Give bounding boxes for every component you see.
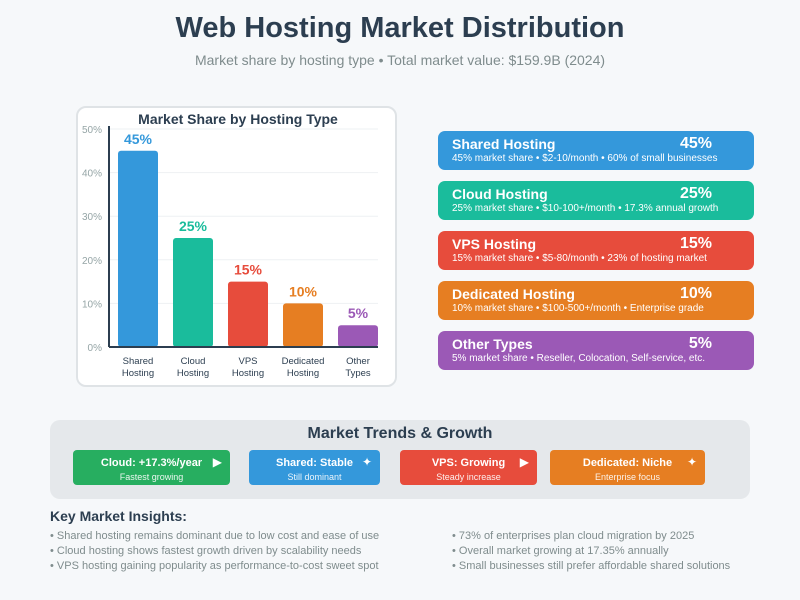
data-label: 5% — [348, 305, 369, 321]
y-tick-label: 30% — [82, 212, 102, 223]
bar — [283, 303, 323, 347]
trend-label: Cloud: +17.3%/year — [100, 457, 203, 469]
insight-item: • 73% of enterprises plan cloud migratio… — [452, 530, 695, 542]
y-tick-label: 50% — [82, 125, 102, 136]
x-tick-label: Hosting — [177, 368, 209, 379]
data-label: 15% — [234, 262, 263, 278]
trend-badge: Dedicated: Niche Enterprise focus ✦ — [550, 450, 705, 485]
insight-item: • Cloud hosting shows fastest growth dri… — [50, 545, 362, 557]
y-tick-label: 20% — [82, 256, 102, 267]
card-description: 45% market share • $2-10/month • 60% of … — [452, 153, 718, 164]
x-tick-label: Hosting — [122, 368, 154, 379]
play-icon: ▶ — [519, 455, 529, 469]
insights-right: • 73% of enterprises plan cloud migratio… — [452, 529, 730, 574]
insight-item: • VPS hosting gaining popularity as perf… — [50, 560, 379, 572]
card-description: 15% market share • $5-80/month • 23% of … — [452, 253, 707, 264]
x-tick-label: Hosting — [232, 368, 264, 379]
card-name: VPS Hosting — [452, 236, 537, 252]
card-percent: 10% — [679, 285, 712, 302]
card-percent: 5% — [688, 335, 712, 352]
hosting-card: Cloud Hosting 25% 25% market share • $10-1… — [438, 181, 754, 220]
trend-sub: Fastest growing — [119, 472, 184, 482]
trend-badge: VPS: Growing Steady increase ▶ — [400, 450, 537, 485]
trend-sub: Steady increase — [436, 472, 501, 482]
x-tick-label: Shared — [123, 356, 154, 367]
x-tick-label: Types — [345, 368, 371, 379]
x-tick-label: Other — [346, 356, 370, 367]
trend-sub: Still dominant — [287, 472, 342, 482]
data-label: 10% — [289, 283, 318, 299]
insight-item: • Shared hosting remains dominant due to… — [50, 530, 380, 542]
chart-svg: Market Share by Hosting Type 0% 10% 20% 30% 4… — [82, 111, 378, 379]
x-tick-label: Dedicated — [282, 356, 325, 367]
hosting-card: Other Types 5% 5% market share • Reseller,… — [438, 331, 754, 370]
card-name: Shared Hosting — [452, 136, 556, 152]
card-description: 10% market share • $100-500+/month • Ent… — [452, 303, 704, 314]
insights-title: Key Market Insights: — [50, 508, 187, 524]
insight-item: • Overall market growing at 17.35% annua… — [452, 545, 669, 557]
hosting-card: Dedicated Hosting 10% 10% market share • $… — [438, 281, 754, 320]
hosting-card: VPS Hosting 15% 15% market share • $5-80/m… — [438, 231, 754, 270]
bar — [173, 238, 213, 347]
y-tick-label: 10% — [82, 299, 102, 310]
play-icon: ▶ — [212, 455, 222, 469]
sparkle-icon: ✦ — [361, 455, 372, 469]
chart-title: Market Share by Hosting Type — [138, 111, 338, 127]
card-percent: 45% — [679, 135, 712, 152]
insights-left: • Shared hosting remains dominant due to… — [50, 529, 379, 574]
x-tick-label: Cloud — [181, 356, 206, 367]
bar — [118, 150, 158, 347]
hosting-card: Shared Hosting 45% 45% market share • $2-1… — [438, 131, 754, 170]
trend-label: VPS: Growing — [431, 457, 506, 469]
data-label: 45% — [124, 131, 153, 147]
trend-badge: Shared: Stable Still dominant ✦ — [249, 450, 380, 485]
bar — [228, 281, 268, 347]
trend-label: Shared: Stable — [275, 457, 354, 469]
x-tick-label: VPS — [238, 356, 257, 367]
sparkle-icon: ✦ — [686, 455, 697, 469]
y-tick-label: 40% — [82, 169, 102, 180]
x-tick-label: Hosting — [287, 368, 319, 379]
bar — [338, 325, 378, 347]
y-tick-label: 0% — [88, 343, 103, 354]
card-name: Dedicated Hosting — [452, 286, 575, 302]
card-description: 5% market share • Reseller, Colocation, … — [452, 353, 706, 364]
trends-panel: Market Trends & Growth Cloud: +17.3%/yea… — [50, 420, 750, 499]
card-description: 25% market share • $10-100+/month • 17.3… — [452, 203, 719, 214]
card-percent: 25% — [679, 185, 712, 202]
trend-label: Dedicated: Niche — [582, 457, 673, 469]
trends-title: Market Trends & Growth — [307, 425, 493, 442]
card-name: Other Types — [452, 336, 533, 352]
data-label: 25% — [179, 218, 208, 234]
card-name: Cloud Hosting — [452, 186, 548, 202]
trend-sub: Enterprise focus — [594, 472, 661, 482]
insight-item: • Small businesses still prefer affordab… — [452, 560, 731, 572]
bar-chart: Market Share by Hosting Type 0% 10% 20% 30% 4… — [76, 106, 397, 387]
page-title: Web Hosting Market Distribution — [175, 12, 625, 44]
page-subtitle: Market share by hosting type • Total mar… — [194, 52, 606, 68]
trend-badge: Cloud: +17.3%/year Fastest growing ▶ — [73, 450, 230, 485]
card-percent: 15% — [679, 235, 712, 252]
